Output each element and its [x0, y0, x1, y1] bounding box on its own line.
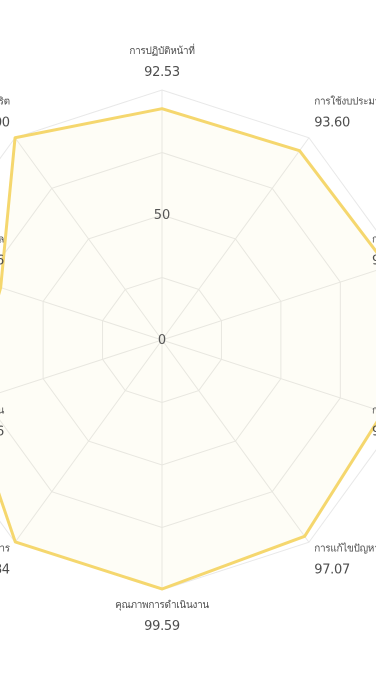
radar-series [0, 107, 376, 591]
value-label-8: 81.56 [0, 424, 4, 439]
value-label-2: 93.60 [314, 116, 350, 131]
value-label-10: 100.00 [0, 116, 10, 131]
category-label-3: การใช้อำนาจ [372, 234, 376, 246]
tick-label-0: 0 [158, 333, 166, 348]
spoke-5 [161, 339, 310, 543]
spoke-2 [161, 137, 310, 341]
spoke-4 [161, 339, 376, 411]
value-label-3: 94.93 [372, 254, 376, 269]
spoke-3 [161, 269, 376, 341]
spoke-9 [0, 286, 163, 341]
value-label-1: 92.53 [144, 65, 180, 80]
category-label-4: การใช้ทรัพย์สินของราชการ [372, 404, 376, 416]
value-label-6: 99.59 [144, 619, 180, 634]
value-label-9: 67.86 [0, 254, 4, 269]
category-label-6: คุณภาพการดำเนินงาน [115, 600, 209, 611]
radial-ticks: 0 50 [154, 208, 171, 348]
spoke-10 [14, 137, 163, 341]
spoke-8 [0, 339, 163, 394]
value-label-4: 93.07 [372, 424, 376, 439]
category-label-1: การปฏิบัติหน้าที่ [129, 43, 195, 57]
value-label-5: 97.07 [314, 562, 350, 577]
tick-label-50: 50 [154, 208, 171, 223]
category-labels: การปฏิบัติหน้าที่ 92.53 การใช้งบประมาณ 93.6… [0, 43, 376, 634]
category-label-2: การใช้งบประมาณ [314, 96, 376, 108]
spoke-7 [14, 339, 163, 543]
category-label-10: การป้องกันการทุจริต [0, 96, 10, 108]
radar-spokes [0, 90, 376, 590]
category-label-8: การปรับปรุงการทำงาน [0, 405, 4, 416]
value-label-7: 99.84 [0, 562, 10, 577]
category-label-5: การแก้ไขปัญหาการทุจริต [314, 542, 376, 554]
category-label-7: ประสิทธิภาพการสื่อสาร [0, 540, 11, 554]
series-line [0, 107, 376, 591]
category-label-9: การเปิดเผยข้อมูล [0, 234, 4, 246]
